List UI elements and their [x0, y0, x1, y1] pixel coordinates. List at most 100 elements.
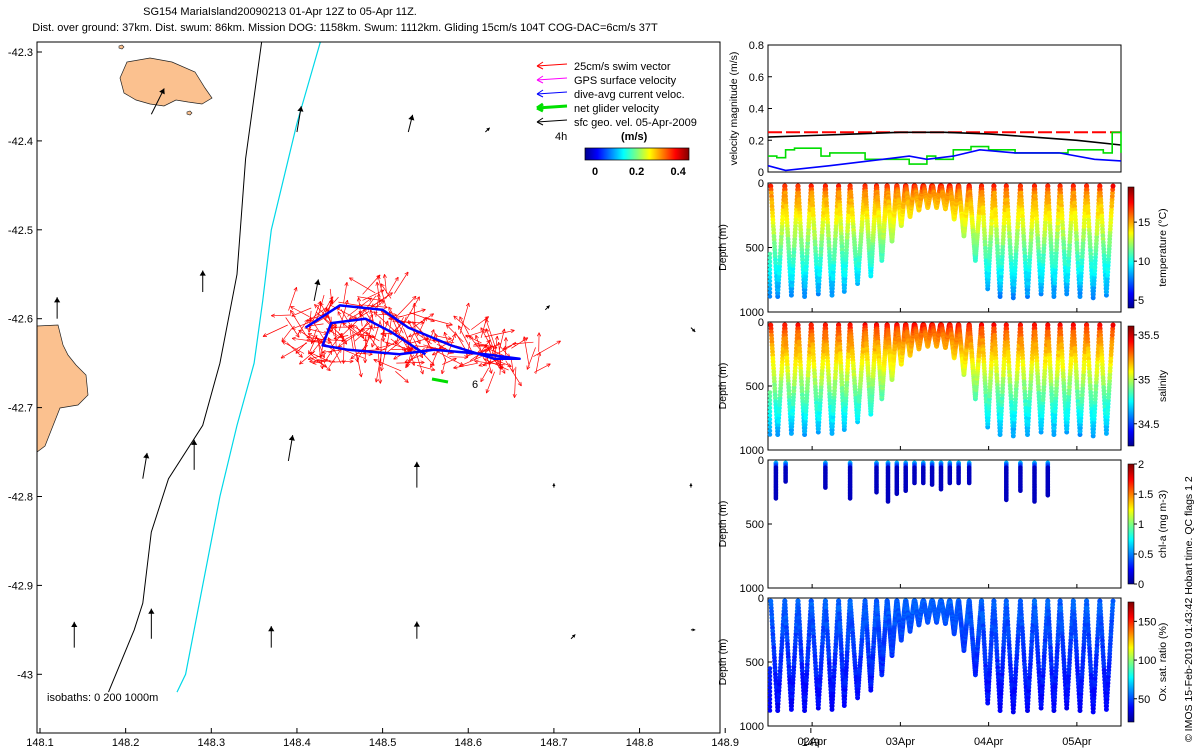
swim-vector — [465, 334, 482, 344]
swim-vector — [449, 356, 469, 358]
swim-vector-head — [411, 321, 417, 326]
swim-vector-head — [412, 302, 417, 307]
depth-tick-label: 1000 — [740, 583, 764, 595]
track-end-label: 6 — [472, 379, 478, 391]
depth-tick-label: 0 — [758, 178, 764, 190]
dive-avg-track — [304, 304, 521, 360]
swim-vector-head — [375, 346, 380, 350]
swim-vector-head — [480, 377, 485, 383]
swim-vector — [459, 316, 470, 335]
swim-vector-head — [459, 316, 464, 321]
swim-vector-head — [373, 358, 378, 363]
map-legend: 25cm/s swim vector GPS surface velocity di… — [536, 61, 697, 178]
swim-vector-head — [512, 393, 517, 398]
geo-velocity-arrowhead — [689, 483, 693, 486]
geo-velocity-arrowhead — [199, 270, 206, 276]
map-x-tick-label: 148.3 — [198, 737, 226, 749]
swim-vector-head — [501, 369, 506, 374]
swim-vector — [441, 358, 447, 374]
swim-vector-head — [327, 340, 332, 345]
swim-vector-head — [453, 365, 458, 370]
swim-vector-head — [343, 340, 348, 345]
swim-vector — [396, 362, 425, 364]
colorbar-tick-label: 1 — [1138, 519, 1144, 531]
swim-vector — [375, 293, 380, 318]
legend-swatch — [536, 104, 568, 110]
swim-vector-head — [405, 363, 410, 369]
swim-vector — [373, 359, 402, 372]
swim-vector-head — [363, 359, 368, 364]
colorbar-tick-label: 50 — [1138, 694, 1150, 706]
swim-vectors — [262, 271, 561, 398]
swim-vector-head — [501, 328, 506, 333]
velocity-y-tick-label: 0.2 — [749, 135, 764, 147]
colorbar-tick-label: 2 — [1138, 459, 1144, 471]
swim-vector-head — [483, 329, 488, 334]
depth-tick-label: 0 — [758, 317, 764, 329]
swim-vector-head — [307, 356, 313, 361]
swim-vector — [415, 332, 432, 345]
swim-vector — [358, 311, 375, 331]
depth-axis-label: Depth (m) — [717, 501, 729, 548]
map-y-tick-label: -43 — [17, 669, 33, 681]
swim-vector-head — [482, 362, 488, 367]
depth-axis-label: Depth (m) — [717, 363, 729, 410]
swim-vector-head — [485, 389, 490, 394]
swim-vector — [343, 282, 348, 304]
swim-vector — [514, 366, 517, 398]
swim-vector — [473, 339, 491, 361]
swim-vector-head — [404, 378, 409, 383]
swim-vector — [352, 332, 358, 363]
swim-vector-head — [312, 360, 317, 365]
swim-vector-head — [320, 365, 324, 370]
swim-vector-head — [291, 336, 297, 341]
swim-vector-head — [432, 351, 437, 356]
swim-vector-head — [510, 329, 515, 334]
swim-vector — [358, 297, 363, 327]
swim-vector — [262, 324, 288, 337]
swim-vector-head — [375, 281, 380, 286]
swim-vector — [315, 311, 337, 329]
swim-vector — [306, 336, 326, 341]
map-x-tick-label: 148.9 — [711, 737, 739, 749]
swim-vector — [330, 332, 343, 349]
swim-vector — [499, 345, 511, 358]
swim-vector — [480, 367, 490, 382]
swim-vector-head — [380, 300, 385, 305]
swim-vector — [526, 347, 536, 370]
swim-vector — [358, 314, 374, 336]
land-islet-1 — [118, 44, 125, 50]
swim-vector-head — [298, 353, 303, 358]
depth-axis-label: Depth (m) — [717, 639, 729, 686]
profile-points — [767, 322, 1116, 439]
swim-vector-head — [429, 313, 434, 318]
swim-vector — [425, 317, 453, 326]
geo-velocity-arrowhead — [268, 626, 275, 632]
depth-axis-label: Depth (m) — [717, 224, 729, 271]
map-y-tick-label: -42.8 — [8, 492, 33, 504]
swim-vector — [309, 352, 332, 363]
swim-vector — [282, 341, 305, 354]
colorbar-tick-label: 35 — [1138, 374, 1150, 386]
land-tasman-peninsula — [37, 324, 89, 453]
swim-vector — [497, 358, 506, 374]
swim-vector — [348, 325, 368, 342]
swim-vector — [348, 324, 354, 351]
legend-item: net glider velocity — [574, 103, 659, 115]
swim-vector-head — [381, 337, 386, 342]
swim-vector-head — [474, 334, 479, 340]
swim-vector-head — [280, 354, 286, 359]
swim-vector-head — [374, 378, 379, 383]
swim-vector-head — [411, 361, 416, 366]
swim-vector-head — [349, 359, 354, 364]
swim-vector — [291, 321, 312, 330]
profile-colorbar — [1127, 325, 1135, 447]
swim-vector-head — [358, 310, 363, 316]
swim-vector — [341, 329, 365, 342]
swim-vector — [435, 335, 452, 340]
map-y-tick-label: -42.3 — [8, 47, 33, 59]
colorbar-tick-label: 100 — [1138, 655, 1156, 667]
velocity-panel: 0 0.2 0.4 0.6 0.8 velocity magnitude (m/s) — [728, 40, 1122, 179]
swim-vector-head — [380, 283, 385, 288]
